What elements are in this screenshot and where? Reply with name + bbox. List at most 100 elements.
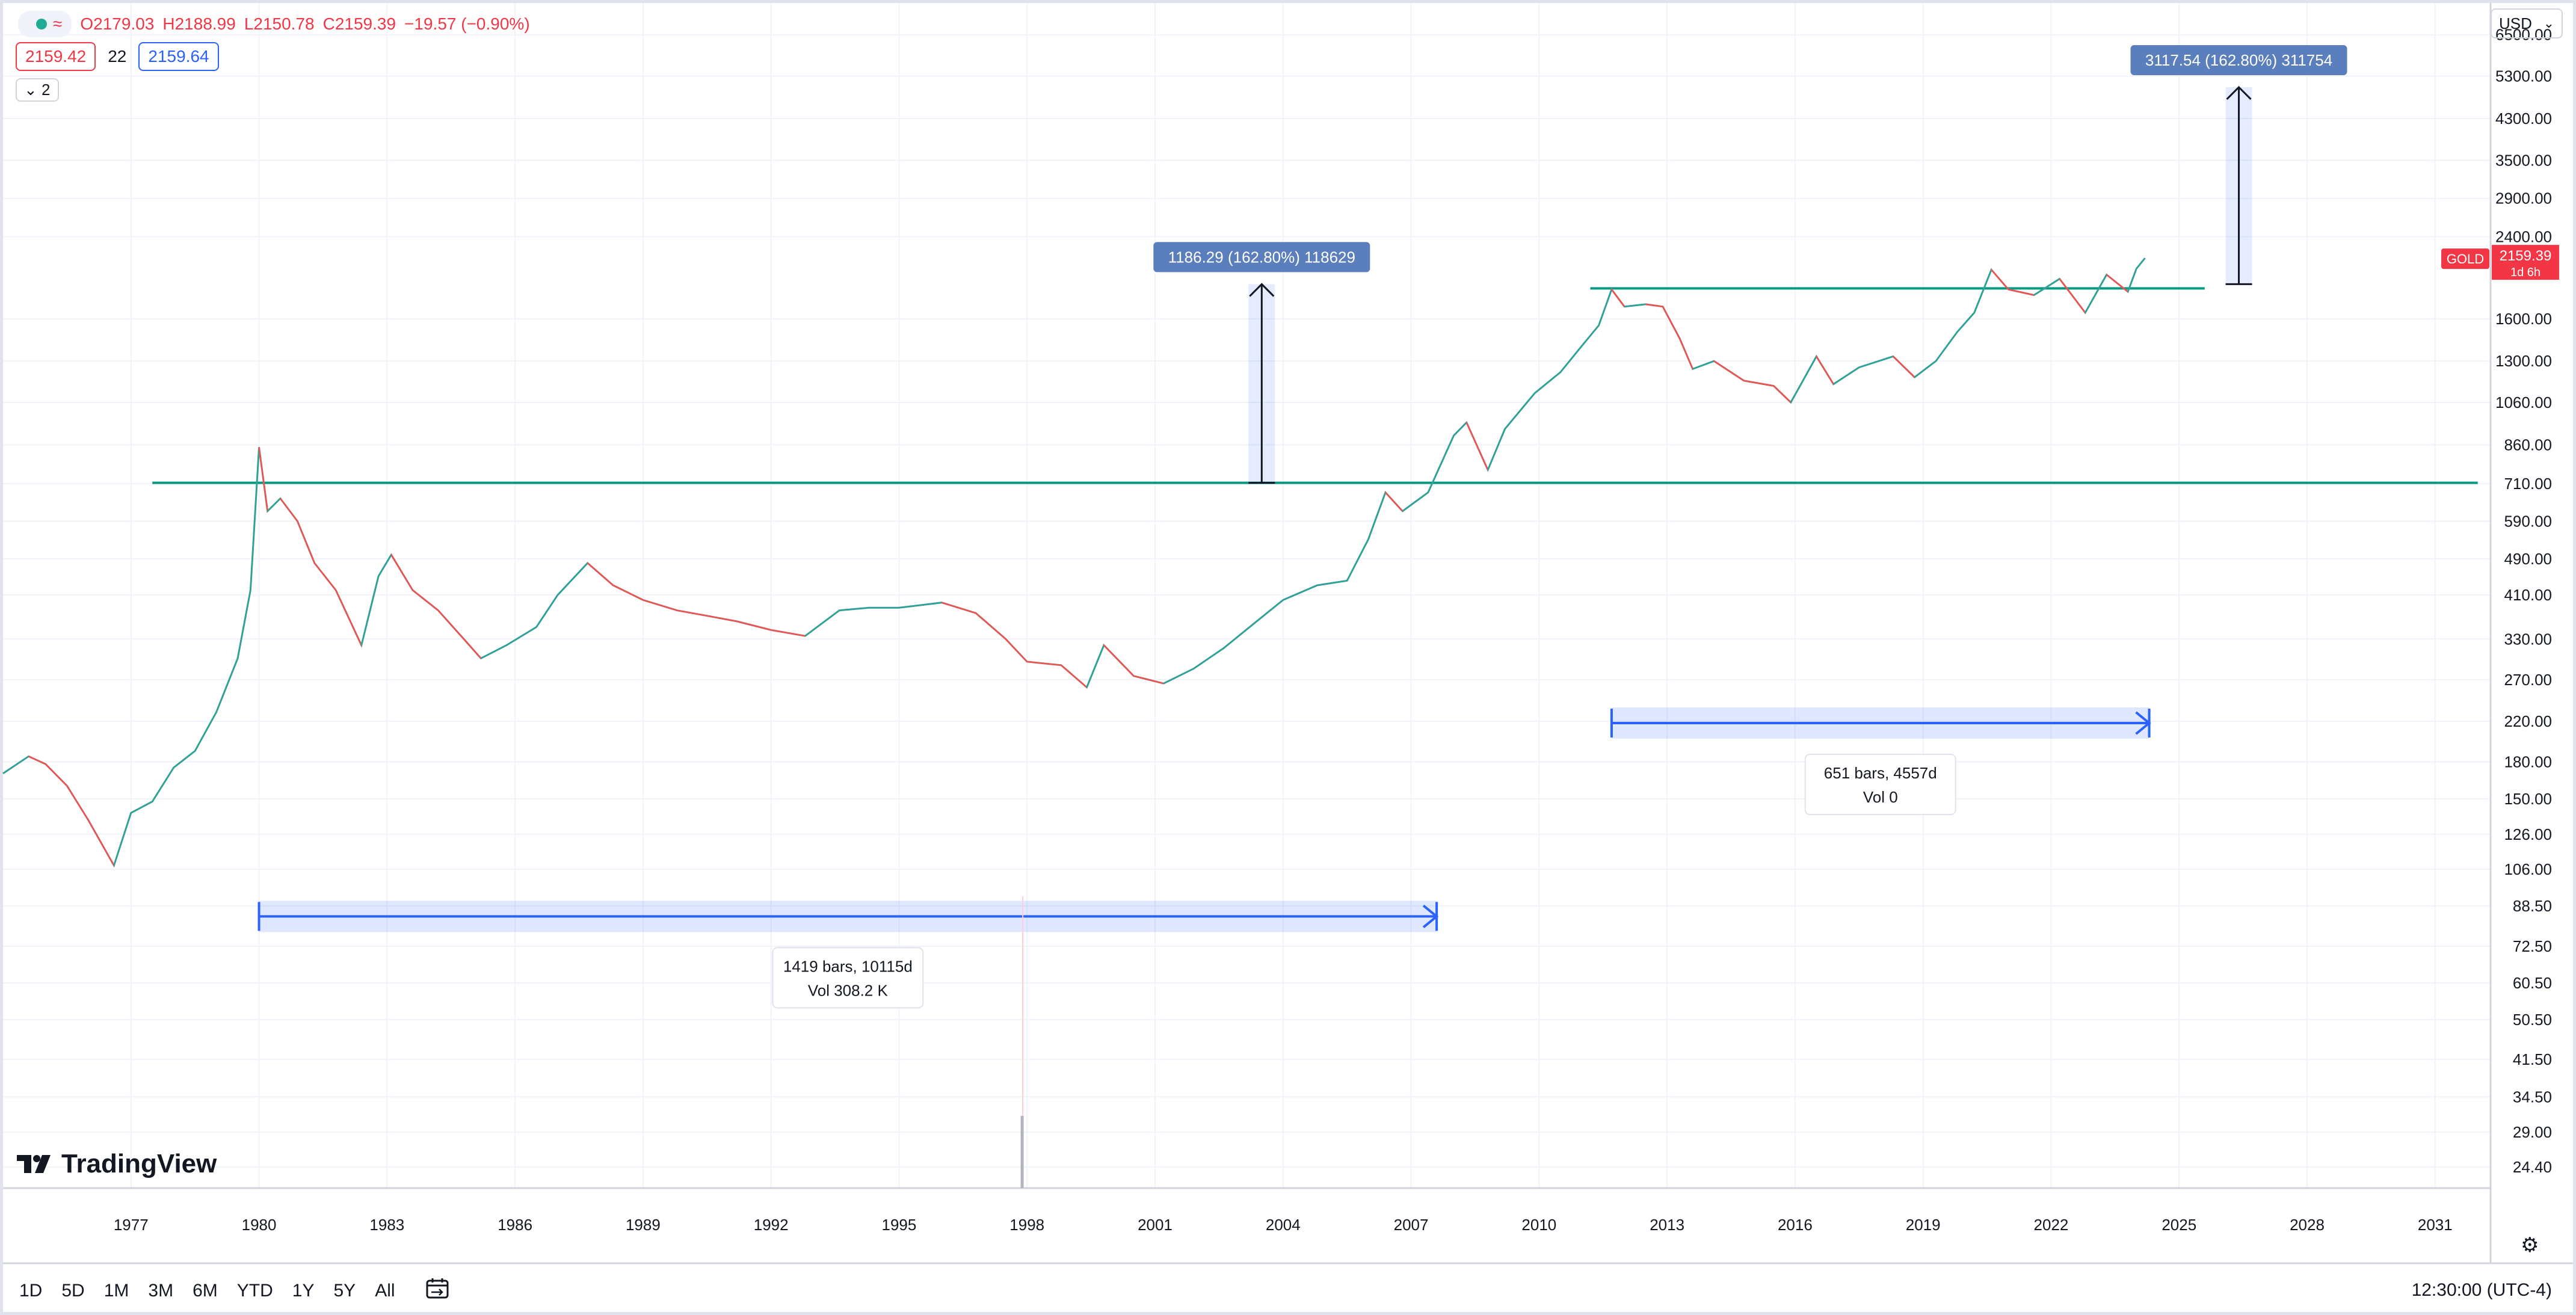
price-segment — [131, 801, 153, 814]
y-tick-label: 50.50 — [2513, 1011, 2552, 1029]
y-tick-label: 106.00 — [2504, 860, 2552, 878]
price-segment — [1858, 356, 1894, 368]
price-segment — [2033, 278, 2060, 296]
price-segment — [771, 629, 806, 637]
bottom-toolbar: 1D 5D 1M 3M 6M YTD 1Y 5Y All 12:30:00 (U… — [0, 1267, 2576, 1315]
projection-arrow — [2226, 85, 2252, 100]
y-tick-label: 6500.00 — [2495, 26, 2552, 44]
close-value: C2159.39 — [322, 14, 396, 33]
date-range-volume-label: Vol 0 — [1863, 788, 1898, 806]
price-segment — [1610, 289, 1625, 307]
y-tick-label: 2400.00 — [2495, 228, 2552, 246]
last-price-tag-box — [2492, 245, 2559, 280]
price-segment — [839, 607, 869, 611]
price-segment — [899, 602, 942, 609]
price-segment — [2106, 274, 2128, 292]
price-segment — [736, 620, 771, 631]
y-tick-label: 34.50 — [2513, 1088, 2552, 1106]
settings-gear-icon[interactable]: ⚙ — [2521, 1234, 2539, 1257]
y-tick-label: 490.00 — [2504, 550, 2552, 568]
price-segment — [557, 562, 588, 596]
price-segment — [1773, 385, 1792, 403]
range-ytd[interactable]: YTD — [236, 1281, 273, 1301]
y-tick-label: 72.50 — [2513, 937, 2552, 955]
x-tick-label: 2004 — [1266, 1216, 1301, 1234]
price-segment — [335, 590, 362, 646]
price-segment — [2127, 268, 2137, 292]
go-to-date-icon[interactable] — [425, 1278, 449, 1304]
range-5d[interactable]: 5D — [61, 1281, 85, 1301]
price-segment — [2085, 274, 2107, 313]
range-1d[interactable]: 1D — [19, 1281, 43, 1301]
range-3m[interactable]: 3M — [148, 1281, 174, 1301]
price-segment — [1367, 492, 1387, 540]
sell-price-box[interactable]: 2159.42 — [16, 42, 96, 71]
price-segment — [280, 497, 298, 522]
price-segment — [587, 562, 614, 586]
price-segment — [1453, 422, 1467, 436]
status-dot-icon — [36, 19, 47, 29]
range-5y[interactable]: 5Y — [333, 1281, 356, 1301]
wave-icon: ≈ — [53, 14, 63, 33]
range-6m[interactable]: 6M — [193, 1281, 218, 1301]
price-segment — [1816, 356, 1834, 385]
price-segment — [28, 756, 46, 765]
price-segment — [1163, 668, 1194, 685]
price-segment — [45, 763, 68, 787]
price-segment — [250, 447, 260, 591]
price-segment — [313, 562, 337, 591]
price-segment — [378, 554, 392, 577]
price-segment — [2, 756, 29, 774]
clock-display[interactable]: 12:30:00 (UTC-4) — [2411, 1280, 2552, 1300]
range-1y[interactable]: 1Y — [292, 1281, 315, 1301]
price-segment — [215, 657, 239, 713]
price-segment — [1487, 428, 1506, 470]
price-segment — [1086, 645, 1105, 688]
price-segment — [412, 589, 439, 611]
price-segment — [1914, 360, 1937, 378]
range-all[interactable]: All — [375, 1281, 395, 1301]
price-segment — [1692, 360, 1715, 370]
price-segment — [1713, 360, 1745, 381]
low-value: L2150.78 — [244, 14, 315, 33]
x-tick-label: 1995 — [882, 1216, 917, 1234]
price-segment — [1005, 638, 1028, 662]
collapse-indicators-button[interactable]: ⌄ 2 — [16, 78, 59, 102]
price-segment — [1427, 435, 1455, 493]
price-segment — [642, 599, 677, 611]
x-tick-label: 1989 — [626, 1216, 661, 1234]
x-tick-label: 2031 — [2418, 1216, 2453, 1234]
indicator-count: 2 — [42, 81, 51, 99]
y-tick-label: 60.50 — [2513, 974, 2552, 992]
price-segment — [941, 602, 976, 614]
legend-toggle[interactable]: ≈ — [18, 11, 72, 37]
x-tick-label: 1986 — [498, 1216, 532, 1234]
price-segment — [677, 609, 707, 617]
last-price-value: 2159.39 — [2500, 248, 2552, 264]
price-segment — [390, 554, 413, 591]
y-tick-label: 4300.00 — [2495, 109, 2552, 128]
x-tick-label: 1992 — [754, 1216, 789, 1234]
y-tick-label: 24.40 — [2513, 1158, 2552, 1176]
tradingview-logo-icon — [17, 1155, 51, 1173]
change-value: −19.57 (−0.90%) — [404, 14, 530, 33]
date-range-bars-label: 651 bars, 4557d — [1824, 764, 1937, 782]
projection-arrow — [1249, 283, 1275, 297]
price-segment — [535, 594, 559, 628]
buy-price-box[interactable]: 2159.64 — [138, 42, 219, 71]
currency-select[interactable]: USD ⌄ — [2491, 8, 2563, 38]
price-segment — [173, 750, 196, 769]
y-tick-label: 270.00 — [2504, 671, 2552, 689]
x-tick-label: 2019 — [1906, 1216, 1941, 1234]
price-segment — [113, 812, 132, 866]
price-segment — [1103, 644, 1135, 677]
range-1m[interactable]: 1M — [103, 1281, 129, 1301]
y-tick-label: 2900.00 — [2495, 189, 2552, 208]
y-tick-label: 41.50 — [2513, 1050, 2552, 1068]
date-range-arrow — [1422, 904, 1439, 928]
price-segment — [194, 712, 217, 751]
price-segment — [1283, 584, 1318, 601]
price-segment — [1222, 623, 1254, 649]
